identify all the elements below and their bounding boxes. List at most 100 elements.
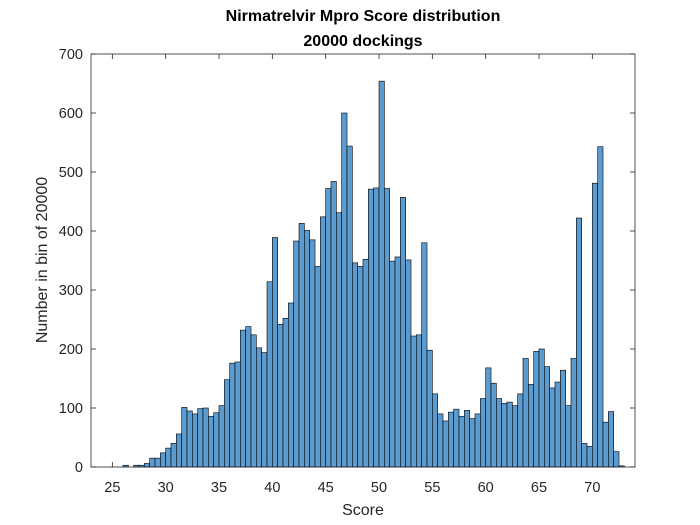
x-tick-label: 70 [584,480,600,496]
x-tick-label: 30 [158,480,174,496]
histogram-bar [170,443,177,468]
chart-subtitle: 20000 dockings [303,33,422,50]
histogram-bar [437,413,444,468]
histogram-bar [576,217,582,468]
histogram-bar [261,352,268,468]
histogram-bar [421,242,428,468]
histogram-bar [608,411,614,468]
y-tick-label: 0 [75,460,83,476]
histogram-bar [602,421,609,468]
histogram-bar [405,259,412,468]
histogram-bar [240,329,246,468]
histogram-bar [442,420,449,468]
x-tick-label: 35 [211,480,227,496]
histogram-bar [357,266,364,468]
histogram-bar [352,262,358,468]
histogram-bar [250,334,257,468]
histogram-bar [341,112,348,468]
histogram-bar [544,366,550,468]
x-tick-label: 45 [318,480,334,496]
histogram-bar [485,367,492,468]
histogram-bar [560,369,566,468]
y-tick-label: 400 [59,224,83,240]
plot-area [90,53,636,468]
histogram-bar [165,447,172,468]
histogram-bar [453,408,460,468]
histogram-bar [202,407,209,468]
histogram-bar [528,384,534,468]
histogram-bar [176,433,182,468]
y-tick-label: 300 [59,283,83,299]
histogram-bar [325,188,332,468]
histogram-bar [512,405,518,468]
histogram-bar [581,443,588,468]
histogram-bar [432,393,438,468]
histogram-bar [144,463,150,468]
histogram-bar [592,182,598,468]
histogram-bar [314,266,321,468]
histogram-bar [336,212,342,468]
histogram-bar [501,402,508,468]
histogram-bar [229,362,236,468]
histogram-bar [554,381,561,468]
histogram-bar [597,146,604,468]
histogram-bar [293,240,300,468]
x-tick-label: 40 [264,480,280,496]
x-tick-label: 60 [478,480,494,496]
histogram-bar [410,335,417,468]
histogram-bar [464,410,470,468]
histogram-bar [186,410,193,468]
histogram-bar [181,407,188,468]
histogram-bar [522,358,529,468]
histogram-bar [538,348,545,468]
histogram-bar [506,401,513,468]
histogram-bar [266,281,273,468]
histogram-bar [565,405,572,468]
histogram-bar [490,382,497,468]
histogram-bar [272,237,278,468]
histogram-bar [277,323,284,468]
x-axis-ticks: 25 30 35 40 45 50 55 60 65 70 [104,54,600,496]
histogram-bar [469,418,476,468]
histogram-bar [426,349,433,468]
histogram-bar [416,334,422,468]
histogram-bar [154,457,161,468]
histogram-bar [304,230,310,468]
histogram-bar [448,411,454,468]
histogram-bar [149,457,156,468]
histogram-bar [309,239,316,468]
histogram-bar [368,188,374,468]
histogram-bar [474,413,481,468]
histogram-bar [373,187,380,468]
histogram-bar [394,256,401,468]
histogram-bar [362,259,369,468]
histogram-bar [320,216,326,468]
histogram-bar [160,452,166,468]
histogram-bar [282,318,289,468]
histogram-bar [224,379,230,468]
histogram-bar [586,446,593,468]
histogram-bar [458,415,465,468]
histogram-bar [192,413,198,468]
x-tick-label: 50 [371,480,387,496]
histogram-bar [330,181,337,468]
histogram-bar [570,358,577,468]
histogram-bar [378,80,385,468]
x-tick-label: 25 [104,480,120,496]
y-tick-label: 600 [59,106,83,122]
y-tick-label: 500 [59,165,83,181]
chart-title: Nirmatrelvir Mpro Score distribution [226,8,501,25]
y-tick-label: 700 [59,47,83,63]
histogram-bar [533,351,540,468]
histogram-bar [400,197,406,468]
histogram-bar [496,398,502,468]
x-tick-label: 65 [531,480,547,496]
histogram-bar [245,326,252,468]
histogram-bar [256,347,262,468]
y-tick-label: 100 [59,401,83,417]
histogram-bar [208,415,214,468]
histogram-bar [298,223,305,468]
histogram-bar [218,405,225,468]
y-axis-ticks: 0 100 200 300 400 500 600 700 [59,47,635,476]
